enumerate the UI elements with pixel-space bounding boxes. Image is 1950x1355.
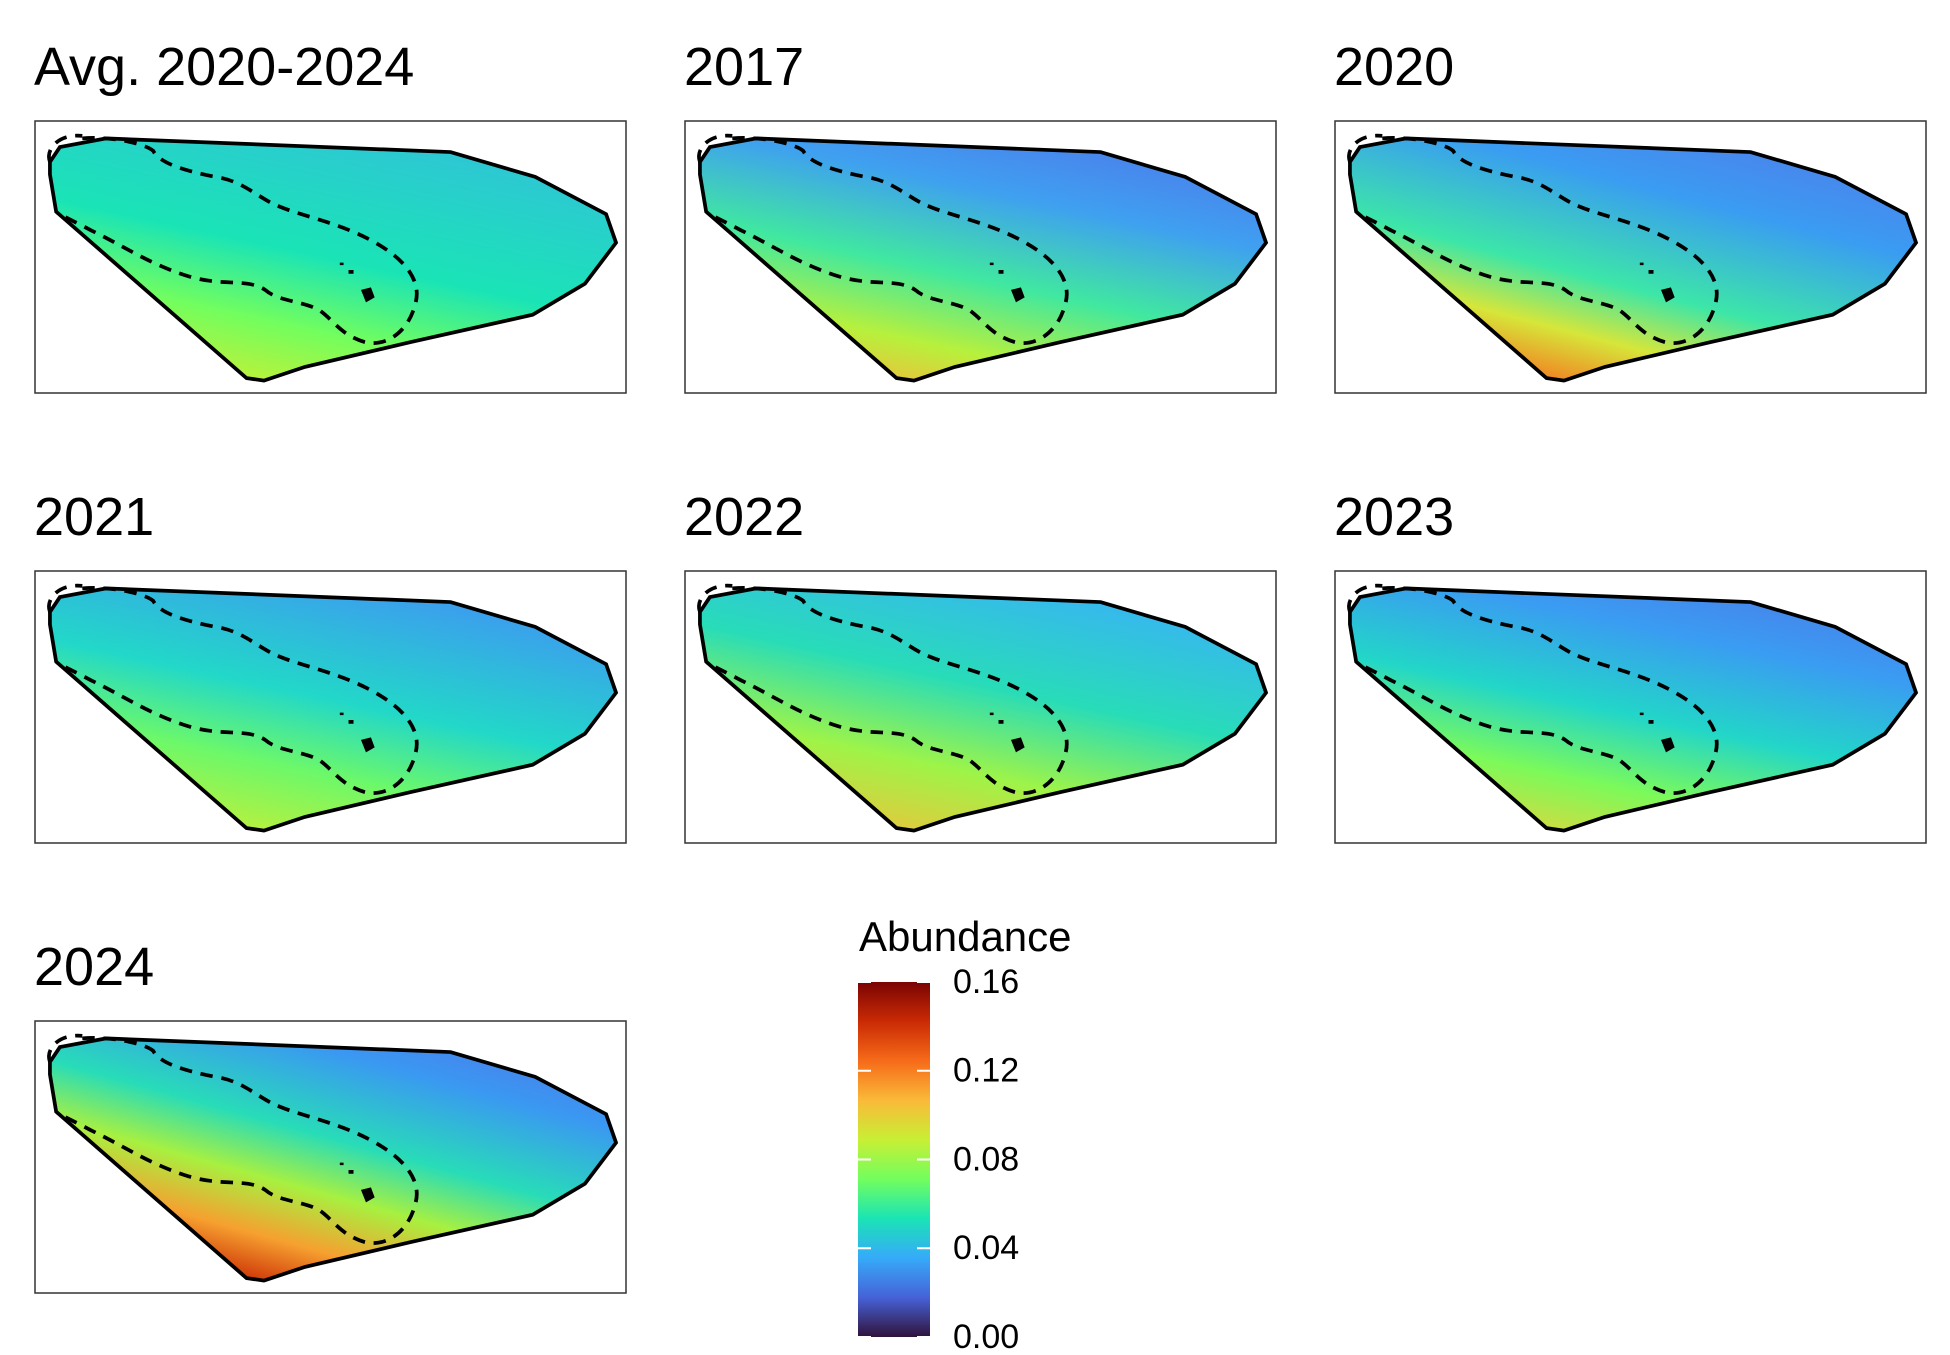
panel-frame <box>1334 570 1927 844</box>
panel-frame <box>1334 120 1927 394</box>
panel-frame <box>34 1020 627 1294</box>
legend-title: Abundance <box>859 913 1072 960</box>
panel-title: 2017 <box>684 37 804 97</box>
panel-title: 2021 <box>34 487 154 547</box>
map-panel: Avg. 2020-2024 <box>34 37 627 394</box>
legend: Abundance 0.00 0.04 0.08 0.12 0.16 <box>858 913 1072 1355</box>
panel-frame <box>684 120 1277 394</box>
panel-frame <box>34 120 627 394</box>
abundance-map <box>697 583 1268 833</box>
map-panel: 2023 <box>1334 487 1927 844</box>
legend-tick-label: 0.08 <box>953 1140 1019 1178</box>
panel-title: 2023 <box>1334 487 1454 547</box>
panels: Avg. 2020-2024 2017 2020 2021 2022 2023 2024 <box>34 37 1927 1294</box>
abundance-map <box>697 133 1268 383</box>
abundance-map <box>47 1033 618 1283</box>
abundance-map <box>47 133 618 383</box>
panel-frame <box>34 570 627 844</box>
legend-tick-label: 0.16 <box>953 963 1019 1001</box>
legend-tick-label: 0.00 <box>953 1318 1019 1350</box>
map-panel: 2017 <box>684 37 1277 394</box>
legend-tick-label: 0.04 <box>953 1229 1019 1267</box>
panel-frame <box>684 570 1277 844</box>
legend-tick-label: 0.12 <box>953 1052 1019 1090</box>
panel-title: 2024 <box>34 937 154 997</box>
abundance-map <box>47 583 618 833</box>
map-panel: 2021 <box>34 487 627 844</box>
panel-title: 2022 <box>684 487 804 547</box>
panel-title: 2020 <box>1334 37 1454 97</box>
map-panel: 2022 <box>684 487 1277 844</box>
abundance-map <box>1347 583 1918 833</box>
map-panel: 2020 <box>1334 37 1927 394</box>
map-panel: 2024 <box>34 937 627 1294</box>
panel-title: Avg. 2020-2024 <box>34 37 414 97</box>
abundance-map <box>1347 133 1918 383</box>
